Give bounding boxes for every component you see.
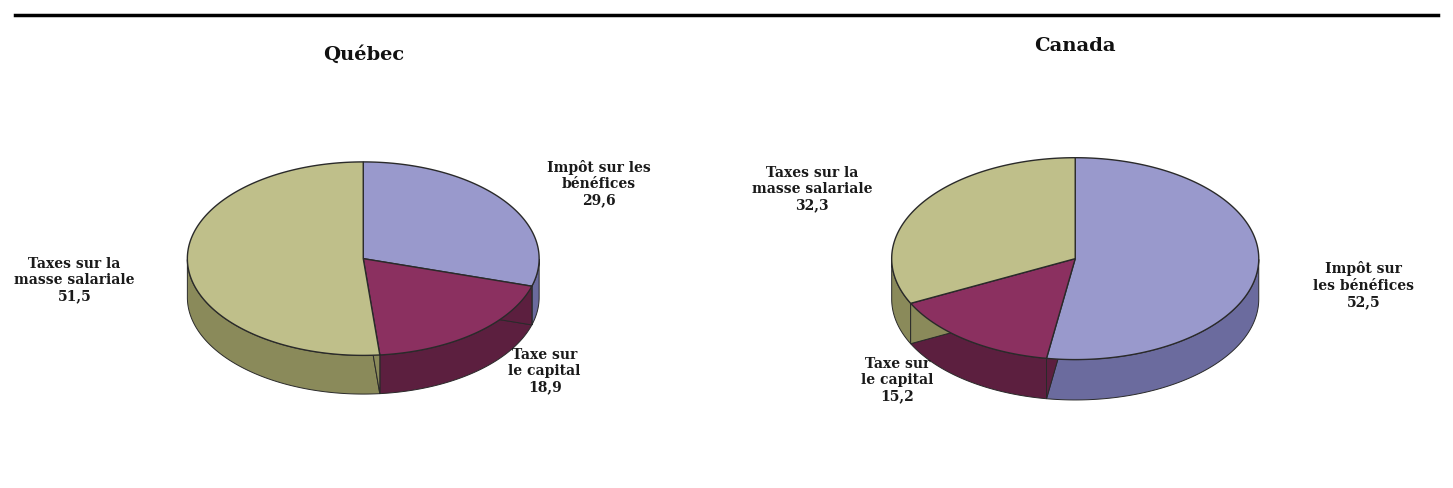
Polygon shape xyxy=(363,259,379,394)
Polygon shape xyxy=(911,259,1075,344)
Polygon shape xyxy=(911,259,1075,344)
Polygon shape xyxy=(187,162,379,355)
Polygon shape xyxy=(363,259,379,394)
Polygon shape xyxy=(1046,259,1258,400)
Polygon shape xyxy=(1046,158,1258,360)
Text: Taxe sur
le capital
15,2: Taxe sur le capital 15,2 xyxy=(862,357,934,404)
Polygon shape xyxy=(363,162,539,286)
Title: Québec: Québec xyxy=(323,45,404,63)
Text: Impôt sur les
bénéfices
29,6: Impôt sur les bénéfices 29,6 xyxy=(546,160,651,207)
Text: Impôt sur
les bénéfices
52,5: Impôt sur les bénéfices 52,5 xyxy=(1314,262,1414,309)
Polygon shape xyxy=(187,260,379,394)
Polygon shape xyxy=(892,259,911,344)
Text: Taxes sur la
masse salariale
32,3: Taxes sur la masse salariale 32,3 xyxy=(753,166,873,213)
Polygon shape xyxy=(532,259,539,325)
Polygon shape xyxy=(363,259,532,325)
Polygon shape xyxy=(363,259,532,325)
Polygon shape xyxy=(379,286,532,394)
Polygon shape xyxy=(1046,259,1075,399)
Title: Canada: Canada xyxy=(1035,37,1116,55)
Text: Taxe sur
le capital
18,9: Taxe sur le capital 18,9 xyxy=(509,348,581,394)
Polygon shape xyxy=(911,304,1046,399)
Polygon shape xyxy=(892,158,1075,304)
Polygon shape xyxy=(363,259,532,355)
Polygon shape xyxy=(1046,259,1075,399)
Text: Taxes sur la
masse salariale
51,5: Taxes sur la masse salariale 51,5 xyxy=(15,257,135,303)
Polygon shape xyxy=(911,259,1075,358)
